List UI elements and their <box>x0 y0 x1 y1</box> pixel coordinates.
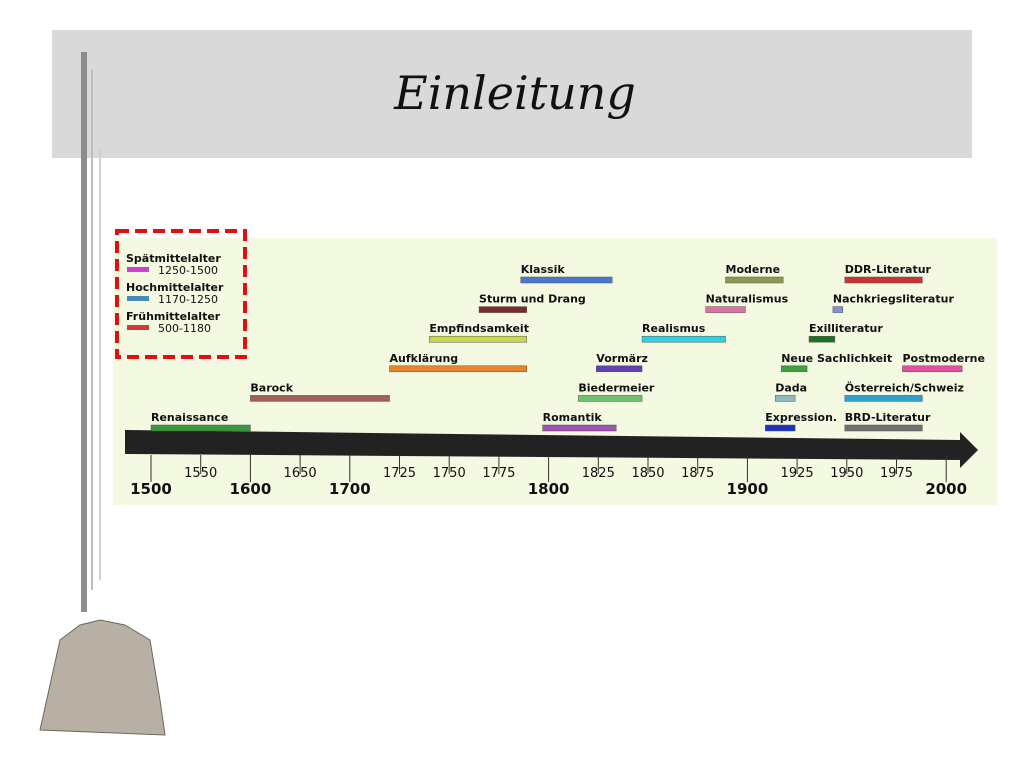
legend-range: 1250-1500 <box>158 264 218 277</box>
period-label: Sturm und Drang <box>479 293 586 306</box>
period-bar <box>705 306 746 313</box>
tick-label: 1875 <box>681 466 714 481</box>
period-label: DDR-Literatur <box>845 263 932 276</box>
tick-label: 1775 <box>482 466 515 481</box>
tick-label: 1975 <box>880 466 913 481</box>
tick-label: 1750 <box>433 466 466 481</box>
period-label: Exilliteratur <box>809 322 883 335</box>
period-label: Postmoderne <box>902 352 985 365</box>
period-bar <box>902 365 963 373</box>
decor-image <box>39 619 166 736</box>
periods: Renaissance Romantik Expression. BRD-Litera… <box>150 263 985 432</box>
highlight-box <box>115 229 247 359</box>
period-bar <box>478 306 527 313</box>
tick-label: 1650 <box>284 466 317 481</box>
period-label: Nachkriegsliteratur <box>833 293 955 306</box>
period-bar <box>780 365 808 373</box>
period-label: Biedermeier <box>578 381 655 394</box>
period-label: Realismus <box>642 322 706 335</box>
period-bar <box>596 365 643 373</box>
period-bar <box>520 276 613 284</box>
period-label: Romantik <box>543 411 603 424</box>
time-arrow <box>125 430 978 468</box>
legend-range: 500-1180 <box>158 322 211 335</box>
period-label: Moderne <box>726 263 781 276</box>
period-bar <box>808 335 836 343</box>
tick-label: 1925 <box>781 466 814 481</box>
time-axis: 1500 1550 1600 1650 1700 1725 1750 1775 1800 1825… <box>130 455 967 498</box>
legend-swatch <box>127 296 149 301</box>
period-label: Empfindsamkeit <box>429 322 529 335</box>
legend-swatch <box>127 325 149 330</box>
period-bar <box>429 335 527 343</box>
period-label: Österreich/Schweiz <box>845 380 964 394</box>
period-bar <box>150 424 251 432</box>
tick-label: 1850 <box>631 466 664 481</box>
tick-label: 1725 <box>383 466 416 481</box>
tick-label: 1500 <box>130 480 172 498</box>
tick-label: 1950 <box>830 466 863 481</box>
decor-line <box>91 70 93 590</box>
slide-title: Einleitung <box>393 66 636 120</box>
period-bar <box>774 395 796 402</box>
legend-label: Frühmittelalter <box>126 310 221 323</box>
tick-label: 1900 <box>727 480 769 498</box>
period-label: Naturalismus <box>706 293 789 306</box>
period-label: Dada <box>775 381 807 394</box>
period-bar <box>844 424 923 432</box>
period-bar <box>844 276 923 284</box>
period-bar <box>578 395 643 402</box>
tick-label: 1550 <box>184 466 217 481</box>
legend-swatch <box>127 267 149 272</box>
tick-label: 2000 <box>925 480 967 498</box>
period-bar <box>832 306 844 313</box>
period-bar <box>250 395 390 402</box>
tick-label: 1600 <box>230 480 272 498</box>
legend-range: 1170-1250 <box>158 293 218 306</box>
period-label: Renaissance <box>151 411 228 424</box>
period-label: Klassik <box>521 263 566 276</box>
period-label: Neue Sachlichkeit <box>781 352 892 365</box>
period-bar <box>389 365 527 373</box>
period-bar <box>641 335 726 343</box>
period-label: Vormärz <box>596 352 648 365</box>
period-label: Barock <box>250 381 293 394</box>
period-bar <box>542 424 617 432</box>
period-label: BRD-Literatur <box>845 411 931 424</box>
tick-label: 1700 <box>329 480 371 498</box>
period-bar <box>844 395 923 402</box>
title-bar <box>52 30 972 158</box>
legend-label: Spätmittelalter <box>126 252 221 265</box>
period-bar <box>725 276 784 284</box>
period-bar <box>765 424 796 432</box>
decor-line <box>99 150 101 580</box>
tick-label: 1800 <box>528 480 570 498</box>
period-label: Expression. <box>765 411 837 424</box>
legend-label: Hochmittelalter <box>126 281 224 294</box>
decor-bar <box>81 52 87 612</box>
period-label: Aufklärung <box>390 352 459 365</box>
tick-label: 1825 <box>582 466 615 481</box>
